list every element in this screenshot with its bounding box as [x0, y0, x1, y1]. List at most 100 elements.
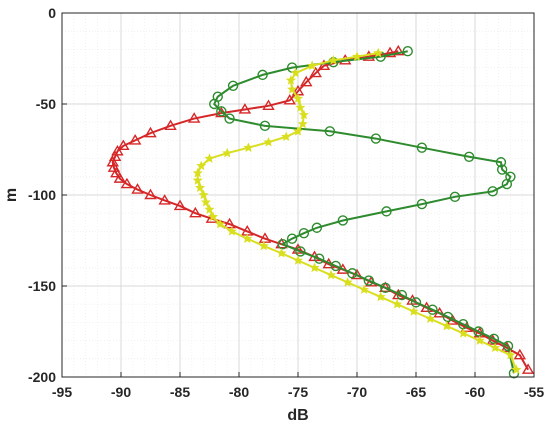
- triangle-marker: [158, 194, 171, 205]
- triangle-marker: [189, 206, 202, 218]
- star-marker: [359, 284, 370, 294]
- circle-marker: [463, 151, 475, 162]
- star-marker: [392, 298, 403, 309]
- circle-marker: [286, 233, 298, 244]
- y-axis-label: m: [3, 188, 20, 202]
- circle-marker: [402, 46, 413, 57]
- star-marker: [441, 320, 452, 331]
- circle-marker: [277, 238, 288, 250]
- circle-marker: [330, 260, 341, 272]
- star-marker: [298, 109, 309, 120]
- triangle-marker: [144, 188, 157, 200]
- circle-marker: [396, 289, 408, 301]
- x-tick-label: -65: [406, 384, 426, 400]
- star-marker: [204, 153, 215, 163]
- circle-marker: [311, 222, 323, 233]
- series-star: [192, 47, 522, 374]
- circle-marker: [380, 282, 391, 294]
- x-tick-label: -60: [465, 384, 485, 400]
- series-line: [213, 50, 515, 374]
- triangle-marker: [521, 363, 535, 374]
- circle-marker: [298, 228, 310, 239]
- circle-marker: [314, 253, 325, 264]
- star-marker: [297, 118, 308, 129]
- triangle-marker: [128, 134, 142, 145]
- circle-marker: [495, 157, 507, 168]
- star-marker: [242, 233, 253, 243]
- circle-marker: [324, 126, 336, 137]
- triangle-marker: [258, 232, 272, 243]
- star-marker: [226, 226, 237, 236]
- y-tick-label: -150: [28, 278, 56, 294]
- star-marker: [243, 142, 254, 152]
- triangle-marker: [500, 341, 514, 353]
- y-tick-label: -50: [36, 96, 56, 112]
- triangle-marker: [110, 166, 123, 178]
- triangle-marker: [262, 99, 275, 111]
- star-marker: [295, 102, 306, 112]
- star-marker: [192, 175, 203, 185]
- circle-marker: [449, 191, 461, 203]
- circle-marker: [416, 198, 428, 210]
- circle-marker: [502, 340, 514, 352]
- star-marker: [258, 240, 269, 251]
- star-marker: [309, 262, 320, 273]
- star-marker: [408, 306, 419, 316]
- star-marker: [200, 196, 211, 207]
- star-marker: [195, 182, 206, 192]
- star-marker: [204, 204, 215, 214]
- circle-marker: [416, 142, 428, 153]
- circle-marker: [209, 98, 220, 110]
- star-marker: [276, 247, 287, 258]
- star-marker: [373, 47, 384, 58]
- circle-marker: [216, 106, 227, 117]
- circle-marker: [224, 113, 235, 124]
- circle-marker: [259, 120, 271, 132]
- star-marker: [292, 126, 304, 136]
- tick-labels: -95 -90 -85 -80 -75 -70 -65 -60 -55 0 -50 -100 -150 -…: [28, 5, 544, 400]
- y-tick-label: 0: [48, 5, 56, 21]
- star-marker: [458, 328, 469, 338]
- triangle-marker: [317, 59, 331, 70]
- star-marker: [326, 269, 337, 280]
- star-marker: [215, 218, 226, 229]
- circle-marker: [227, 80, 239, 92]
- star-marker: [198, 189, 209, 200]
- circle-marker: [337, 215, 349, 226]
- star-marker: [292, 93, 304, 103]
- triangle-marker: [392, 44, 405, 56]
- star-marker: [425, 313, 436, 324]
- circle-marker: [370, 133, 382, 144]
- x-tick-label: -85: [170, 384, 190, 400]
- circle-marker: [442, 311, 454, 323]
- circle-marker: [257, 69, 268, 81]
- triangle-marker: [223, 217, 236, 229]
- x-tick-label: -90: [111, 384, 131, 400]
- triangle-marker: [117, 139, 130, 151]
- triangle-marker: [164, 119, 177, 131]
- series-group: [106, 44, 535, 379]
- star-marker: [292, 255, 304, 265]
- star-marker: [263, 136, 274, 147]
- star-marker: [474, 335, 485, 345]
- x-tick-label: -55: [524, 384, 544, 400]
- circle-marker: [427, 304, 438, 315]
- triangle-marker: [283, 93, 296, 105]
- y-tick-label: -100: [28, 187, 56, 203]
- star-marker: [490, 342, 501, 353]
- triangle-marker: [309, 66, 322, 78]
- star-marker: [281, 131, 292, 142]
- star-marker: [342, 277, 353, 287]
- triangle-marker: [238, 103, 252, 114]
- x-axis-label: dB: [287, 407, 308, 424]
- triangle-marker: [120, 177, 134, 189]
- triangle-marker: [300, 75, 313, 87]
- star-marker: [307, 60, 318, 71]
- circle-marker: [295, 246, 306, 257]
- y-tick-label: -200: [28, 369, 56, 385]
- star-marker: [208, 211, 219, 222]
- star-marker: [375, 291, 386, 302]
- circle-marker: [363, 275, 374, 286]
- triangle-marker: [173, 199, 187, 211]
